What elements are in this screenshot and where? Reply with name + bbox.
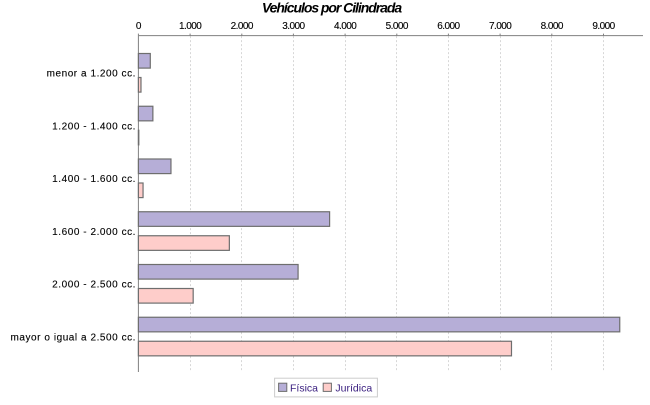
svg-text:7.000: 7.000 xyxy=(489,21,512,32)
svg-text:4.000: 4.000 xyxy=(334,21,357,32)
svg-text:1.200 - 1.400 cc.: 1.200 - 1.400 cc. xyxy=(52,121,136,132)
svg-text:5.000: 5.000 xyxy=(386,21,409,32)
svg-text:1.400 - 1.600 cc.: 1.400 - 1.600 cc. xyxy=(52,174,136,185)
svg-text:2.000: 2.000 xyxy=(231,21,254,32)
svg-text:1.000: 1.000 xyxy=(179,21,202,32)
svg-text:mayor o igual a 2.500 cc.: mayor o igual a 2.500 cc. xyxy=(11,332,136,343)
svg-text:menor a 1.200 cc.: menor a 1.200 cc. xyxy=(47,69,136,80)
svg-text:Física: Física xyxy=(290,382,318,394)
svg-text:Vehículos por Cilindrada: Vehículos por Cilindrada xyxy=(262,0,402,16)
svg-text:1.600 - 2.000 cc.: 1.600 - 2.000 cc. xyxy=(52,227,136,238)
svg-text:9.000: 9.000 xyxy=(592,21,615,32)
svg-text:8.000: 8.000 xyxy=(541,21,564,32)
svg-text:2.000 - 2.500 cc.: 2.000 - 2.500 cc. xyxy=(52,280,136,291)
svg-text:3.000: 3.000 xyxy=(282,21,305,32)
svg-text:Jurídica: Jurídica xyxy=(335,382,372,394)
svg-text:6.000: 6.000 xyxy=(437,21,460,32)
